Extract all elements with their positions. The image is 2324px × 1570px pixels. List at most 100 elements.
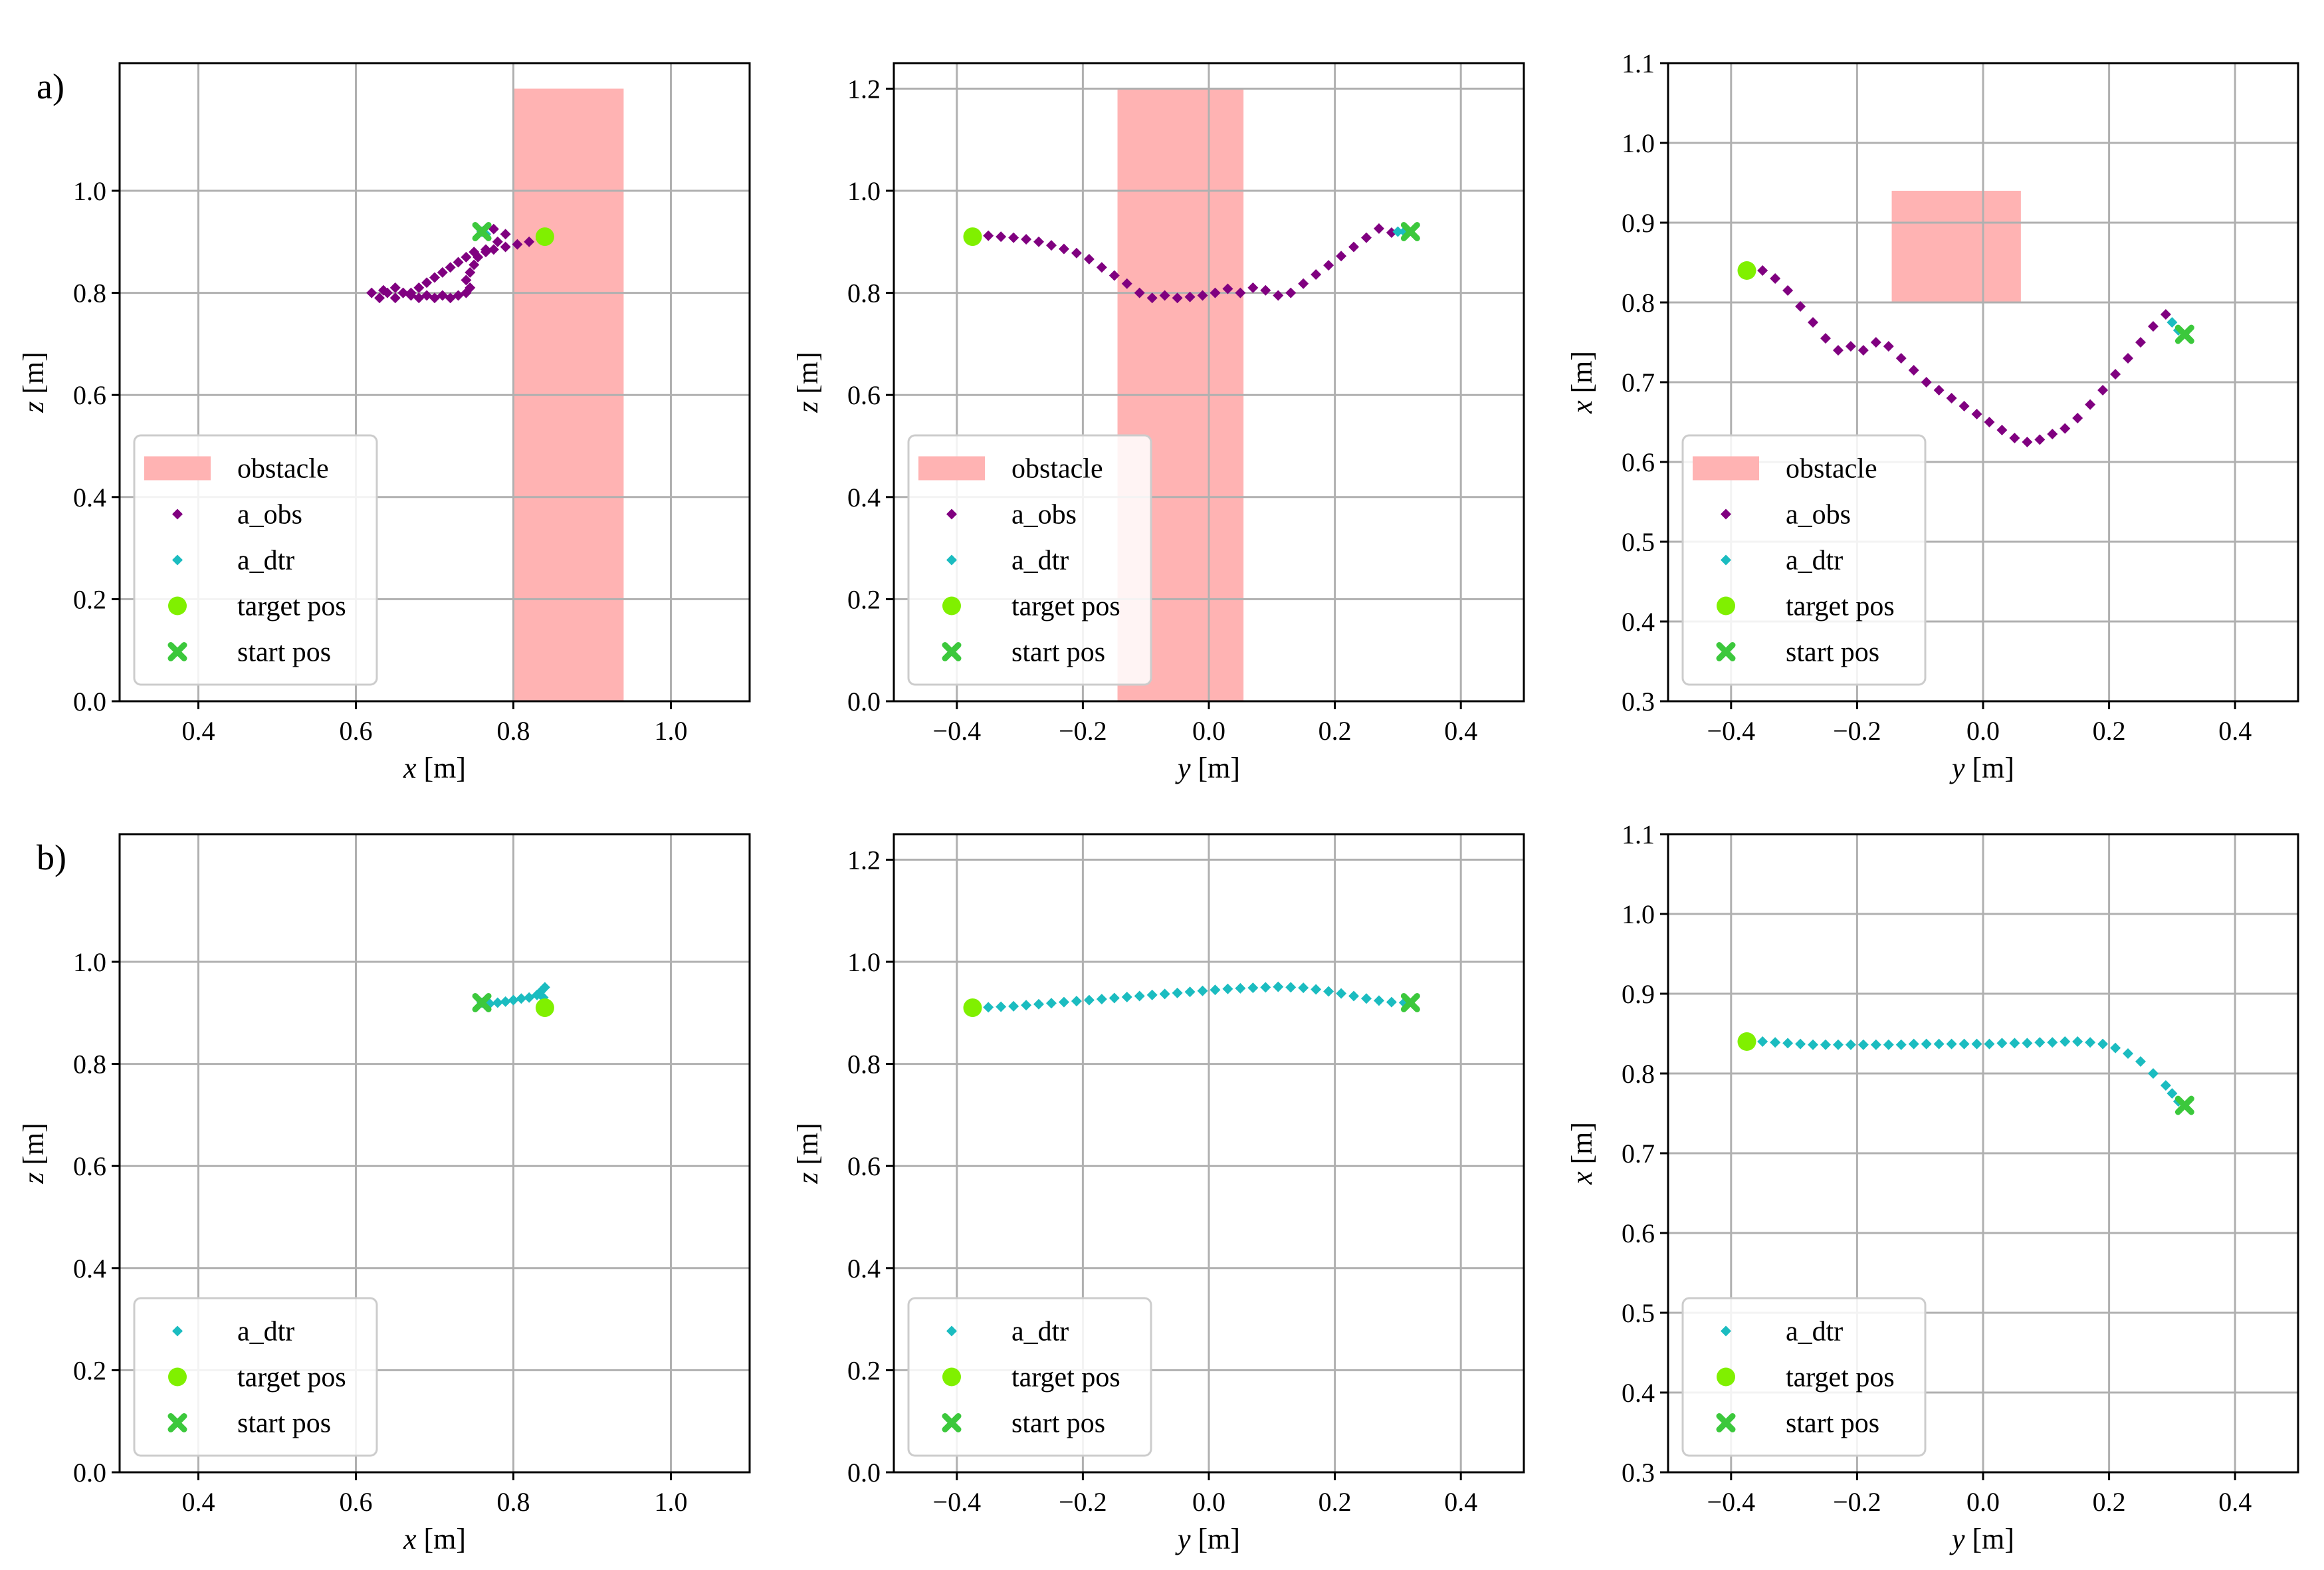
target-pos-marker	[535, 227, 554, 247]
a-dtr-point	[1782, 1038, 1794, 1049]
y-tick-label: 1.0	[847, 176, 881, 206]
legend-label-start: start pos	[1011, 637, 1105, 668]
a-obs-point	[465, 282, 476, 293]
a-obs-point	[1184, 291, 1196, 302]
y-tick-label: 0.2	[847, 1355, 881, 1385]
x-axis-label: y [m]	[1949, 1523, 2014, 1555]
legend-target-marker	[168, 596, 187, 616]
x-tick-label: 0.6	[340, 1487, 373, 1517]
a-obs-point	[1984, 417, 1995, 427]
a-dtr-point	[1008, 1000, 1019, 1012]
y-tick-label: 1.2	[847, 845, 881, 875]
a-obs-point	[453, 290, 464, 301]
a-obs-point	[1958, 401, 1970, 411]
a-dtr-point	[1298, 982, 1309, 994]
a-dtr-point	[1071, 996, 1082, 1007]
target-pos-marker	[963, 227, 982, 247]
a-dtr-point	[524, 992, 535, 1003]
axes-frame	[118, 833, 751, 1474]
a-obs-point	[405, 290, 417, 301]
start-pos-marker-stroke-b	[472, 221, 492, 241]
a-obs-point	[445, 292, 456, 304]
legend-a-dtr-marker	[1721, 554, 1731, 566]
a-obs-point	[480, 247, 492, 258]
legend-label-a_obs: a_obs	[1786, 500, 1851, 530]
a-obs-point	[1083, 253, 1095, 265]
a-obs-point	[429, 292, 440, 304]
x-tick-label: 0.4	[2218, 716, 2252, 746]
a-obs-point	[1323, 260, 1334, 271]
a-dtr-point	[2060, 1036, 2071, 1047]
start-pos-marker-stroke-b	[1400, 992, 1420, 1012]
a-obs-point	[1033, 236, 1045, 247]
a-dtr-point	[508, 994, 519, 1006]
y-tick-label: 0.7	[1622, 368, 1655, 397]
a-dtr-point	[2034, 1037, 2046, 1048]
a-obs-point	[1096, 262, 1107, 273]
a-dtr-point	[1210, 984, 1221, 996]
a-obs-point	[2009, 433, 2020, 443]
a-obs-point	[1109, 270, 1120, 281]
a-obs-point	[1883, 341, 1894, 352]
a-dtr-point	[516, 993, 527, 1004]
a-dtr-point	[2047, 1037, 2058, 1048]
a-obs-point	[2047, 429, 2058, 439]
a-dtr-point	[2009, 1038, 2020, 1049]
legend-start-marker-stroke-b	[942, 1413, 962, 1432]
y-tick-label: 0.2	[73, 1355, 106, 1385]
a-obs-point	[1197, 290, 1208, 301]
x-tick-label: 0.2	[1319, 716, 1352, 746]
a-obs-point	[1782, 285, 1794, 296]
y-tick-label: 1.0	[73, 947, 106, 977]
obstacle-region	[1891, 191, 2021, 302]
a-obs-point	[473, 251, 484, 263]
x-tick-label: 1.0	[655, 1487, 688, 1517]
a-obs-point	[1895, 353, 1907, 364]
legend-a-obs-marker	[946, 508, 957, 520]
a-obs-point	[389, 282, 401, 293]
y-tick-label: 0.7	[1622, 1139, 1655, 1169]
y-tick-label: 0.8	[1622, 288, 1655, 318]
legend-label-start: start pos	[237, 637, 331, 668]
a-dtr-point	[1870, 1039, 1881, 1050]
legend-target-marker	[1717, 1367, 1735, 1387]
legend-label-start: start pos	[1786, 1408, 1879, 1439]
a-dtr-point	[1323, 986, 1334, 997]
a-dtr-point	[2123, 1048, 2134, 1059]
a-dtr-point	[1172, 987, 1183, 998]
a-obs-point	[2085, 399, 2096, 410]
legend-label-target: target pos	[1011, 592, 1120, 622]
a-obs-point	[469, 259, 480, 271]
a-obs-point	[445, 262, 456, 273]
legend-target-marker	[942, 1367, 961, 1387]
a-obs-point	[465, 267, 476, 278]
legend-label-target: target pos	[237, 592, 346, 622]
a-dtr-point	[1083, 994, 1095, 1006]
legend-target-marker	[1717, 596, 1735, 616]
x-tick-label: −0.4	[1707, 716, 1756, 746]
a-dtr-point	[1146, 989, 1158, 1000]
legend-obstacle-swatch	[1693, 456, 1759, 481]
a-dtr-point	[1348, 990, 1360, 1002]
a-obs-point	[2147, 321, 2159, 332]
a-dtr-point	[1946, 1038, 1957, 1050]
y-tick-label: 0.8	[73, 279, 106, 308]
start-pos-marker	[2174, 1095, 2194, 1115]
panel-b1: 0.4 0.6 0.8 1.0 0.0 0.2 0.4 0.6 0.8 1.0 x [m] z [m]…	[17, 833, 751, 1555]
axes-frame	[1667, 833, 2299, 1474]
y-tick-label: 0.4	[847, 483, 881, 512]
a-dtr-point	[1222, 983, 1233, 994]
a-obs-point	[1921, 377, 1932, 388]
legend-start-marker	[942, 1413, 962, 1432]
legend-obstacle-swatch	[144, 456, 211, 481]
a-obs-point	[1336, 251, 1347, 262]
start-pos-marker	[1400, 992, 1420, 1012]
legend-frame	[907, 434, 1152, 686]
y-tick-label: 0.0	[73, 687, 106, 717]
x-tick-label: −0.2	[1833, 716, 1881, 746]
a-dtr-point	[1386, 996, 1397, 1008]
x-tick-label: −0.4	[933, 1487, 982, 1517]
